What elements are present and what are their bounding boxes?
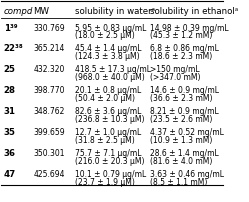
Text: 47: 47 [3,170,16,179]
Text: 82.6 ± 3.6 μg/mL: 82.6 ± 3.6 μg/mL [75,107,141,116]
Text: 3.63 ± 0.46 mg/mL: 3.63 ± 0.46 mg/mL [150,170,224,179]
Text: 399.659: 399.659 [34,128,65,137]
Text: 425.694: 425.694 [34,170,65,179]
Text: (8.5 ± 1.1 mM): (8.5 ± 1.1 mM) [150,178,207,187]
Text: 45.4 ± 1.4 μg/mL: 45.4 ± 1.4 μg/mL [75,44,141,53]
Text: compd: compd [3,7,33,16]
Text: solubility in waterᵃ: solubility in waterᵃ [75,7,155,16]
Text: (216.0 ± 20.3 μM): (216.0 ± 20.3 μM) [75,157,144,166]
Text: (18.6 ± 2.3 mM): (18.6 ± 2.3 mM) [150,52,212,61]
Text: (236.8 ± 10.3 μM): (236.8 ± 10.3 μM) [75,115,144,124]
Text: (31.8 ± 2.5 μM): (31.8 ± 2.5 μM) [75,136,134,145]
Text: (124.3 ± 3.8 μM): (124.3 ± 3.8 μM) [75,52,139,61]
Text: 14.6 ± 0.9 mg/mL: 14.6 ± 0.9 mg/mL [150,86,219,95]
Text: (10.9 ± 1.3 mM): (10.9 ± 1.3 mM) [150,136,212,145]
Text: 28: 28 [3,86,16,95]
Text: 4.37 ± 0.52 mg/mL: 4.37 ± 0.52 mg/mL [150,128,224,137]
Text: 1³⁹: 1³⁹ [3,23,17,33]
Text: 75.7 ± 7.1 μg/mL: 75.7 ± 7.1 μg/mL [75,149,141,158]
Text: 8.21 ± 0.9 mg/mL: 8.21 ± 0.9 mg/mL [150,107,219,116]
Text: 35: 35 [3,128,15,137]
Text: 10.1 ± 0.79 μg/mL: 10.1 ± 0.79 μg/mL [75,170,146,179]
Text: 12.7 ± 1.0 μg/mL: 12.7 ± 1.0 μg/mL [75,128,141,137]
Text: 31: 31 [3,107,16,116]
Text: 14.98 ± 0.39 mg/mL: 14.98 ± 0.39 mg/mL [150,23,229,33]
Text: MW: MW [34,7,50,16]
Text: >150 mg/mL: >150 mg/mL [150,65,200,74]
Text: 5.95 ± 0.83 μg/mL: 5.95 ± 0.83 μg/mL [75,23,146,33]
Text: (45.3 ± 1.2 mM): (45.3 ± 1.2 mM) [150,32,212,40]
Text: (50.4 ± 2.0 μM): (50.4 ± 2.0 μM) [75,94,134,103]
Text: 6.8 ± 0.86 mg/mL: 6.8 ± 0.86 mg/mL [150,44,219,53]
Text: 418.5 ± 17.3 μg/mL: 418.5 ± 17.3 μg/mL [75,65,151,74]
Text: 36: 36 [3,149,16,158]
Text: (>347.0 mM): (>347.0 mM) [150,73,200,82]
Text: (23.5 ± 2.6 mM): (23.5 ± 2.6 mM) [150,115,212,124]
Text: 330.769: 330.769 [34,23,65,33]
Text: 365.214: 365.214 [34,44,65,53]
Text: 28.6 ± 1.4 mg/mL: 28.6 ± 1.4 mg/mL [150,149,219,158]
Text: 432.320: 432.320 [34,65,65,74]
Text: 350.301: 350.301 [34,149,65,158]
Text: 22³⁸: 22³⁸ [3,44,23,53]
Text: 20.1 ± 0.8 μg/mL: 20.1 ± 0.8 μg/mL [75,86,141,95]
Text: 25: 25 [3,65,15,74]
Text: (36.6 ± 2.3 mM): (36.6 ± 2.3 mM) [150,94,212,103]
Text: (18.0 ± 2.5 μM): (18.0 ± 2.5 μM) [75,32,134,40]
Text: (23.7 ± 1.9 μM): (23.7 ± 1.9 μM) [75,178,134,187]
Text: (81.6 ± 4.0 mM): (81.6 ± 4.0 mM) [150,157,212,166]
Text: (968.0 ± 40.0 μM): (968.0 ± 40.0 μM) [75,73,144,82]
Text: solubility in ethanolᵃ: solubility in ethanolᵃ [150,7,238,16]
Text: 398.770: 398.770 [34,86,65,95]
Text: 348.762: 348.762 [34,107,65,116]
